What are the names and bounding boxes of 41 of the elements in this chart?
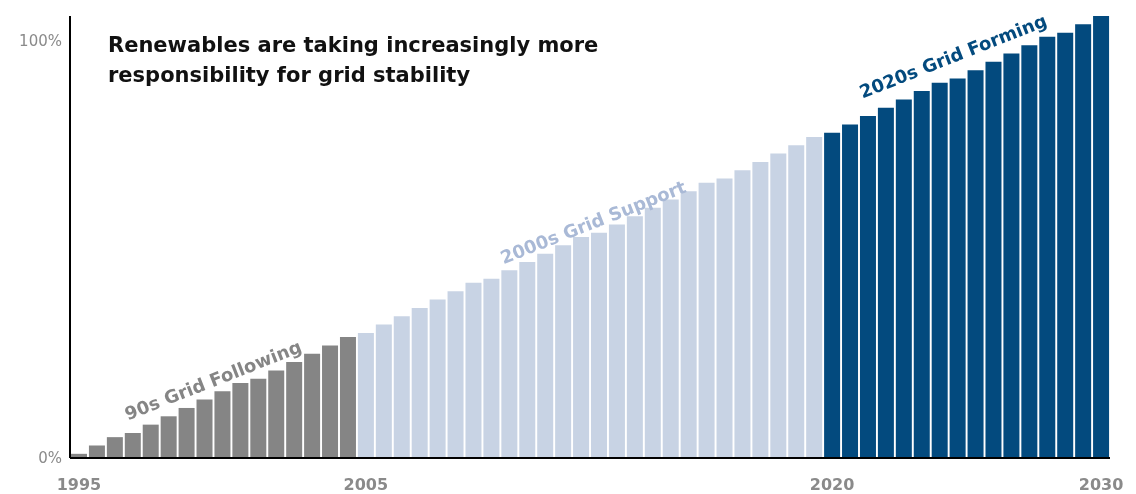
bar (124, 432, 141, 458)
y-tick-label: 100% (19, 32, 62, 51)
bar (519, 262, 536, 458)
bar (501, 270, 518, 458)
bar (357, 332, 374, 458)
bar (806, 136, 823, 458)
bar (573, 237, 590, 458)
bar (483, 278, 500, 458)
bar (877, 107, 894, 458)
bar (429, 299, 446, 458)
bar (608, 224, 625, 458)
bar (88, 445, 105, 458)
bar (770, 153, 787, 458)
bar (859, 116, 876, 458)
y-tick-label: 0% (38, 449, 62, 468)
bar (375, 324, 392, 458)
bar (1057, 32, 1074, 458)
bar (339, 337, 356, 458)
x-tick-label: 2030 (1078, 475, 1124, 494)
bar (304, 353, 321, 458)
bar (322, 345, 339, 458)
x-tick-label: 2020 (809, 475, 855, 494)
x-tick-label: 1995 (56, 475, 102, 494)
bar (178, 407, 195, 458)
bar (142, 424, 159, 458)
x-tick-label: 2005 (343, 475, 389, 494)
bar (842, 124, 859, 458)
bar (931, 82, 948, 458)
bar (106, 437, 123, 458)
bar (824, 132, 841, 458)
bar (393, 316, 410, 458)
bar (1075, 24, 1092, 458)
bar (949, 78, 966, 458)
bar (1093, 16, 1110, 458)
bar (160, 416, 177, 458)
bar (411, 307, 428, 458)
bar (895, 99, 912, 458)
text: Renewables are taking increasingly more responsibility for grid stability (108, 32, 600, 89)
bar (788, 145, 805, 458)
bar (752, 161, 769, 458)
bar (698, 182, 715, 458)
